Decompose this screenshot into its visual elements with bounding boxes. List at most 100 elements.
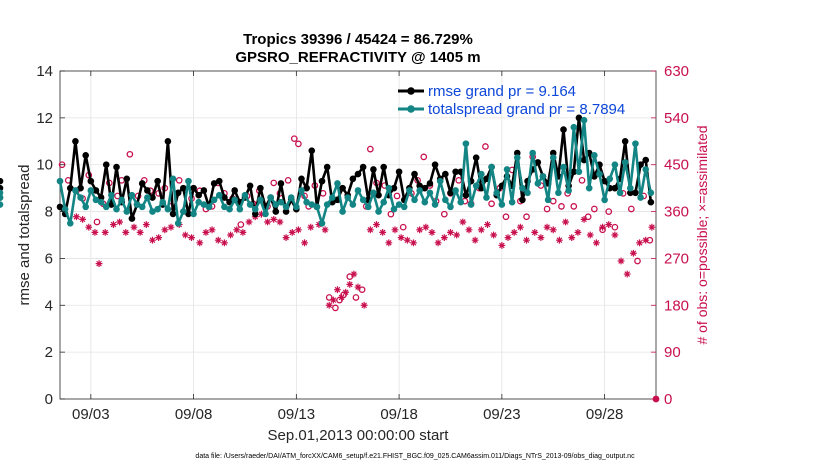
totalspread-point [472,182,480,190]
rmse-point [637,161,644,169]
obs-assimilated-marker [605,221,613,228]
totalspread-point [195,198,203,206]
totalspread-point [144,194,151,201]
y-tick-label: 4 [45,297,53,314]
rmse-point [611,184,619,192]
totalspread-point [478,170,485,178]
totalspread-point [154,205,161,213]
totalspread-point [190,210,197,218]
obs-markers [58,135,660,403]
obs-possible-marker [627,205,635,213]
y2-tick-label: 90 [664,344,681,361]
rmse-point [359,163,367,171]
rmse-point [632,189,639,197]
totalspread-point [164,205,172,213]
totalspread-point [308,201,316,208]
obs-assimilated-marker [623,270,631,278]
obs-assimilated-marker [116,218,123,226]
totalspread-point [0,189,4,197]
obs-possible-marker [611,223,619,231]
rmse-point [560,126,567,133]
totalspread-point [72,187,79,194]
totalspread-point [560,163,567,171]
rmse-point [144,187,151,194]
obs-assimilated-marker [221,239,228,247]
legend-spread-marker [407,105,415,113]
obs-possible-marker [325,294,333,301]
totalspread-point [133,201,141,208]
totalspread-point [128,191,136,199]
totalspread-point [632,140,639,147]
totalspread-point [442,196,449,204]
obs-assimilated-marker [307,223,315,231]
obs-assimilated-marker [504,234,512,242]
rmse-point [210,180,218,187]
footnote: data file: /Users/raeder/DAI/ATM_forcXX/… [195,453,635,460]
rmse-point [442,170,449,178]
rmse-point [513,149,521,157]
totalspread-point [529,149,536,157]
rmse-point [308,147,316,154]
obs-assimilated-marker [642,236,650,244]
totalspread-point [411,196,418,204]
obs-assimilated-marker [453,231,461,239]
rmse-point [421,184,429,192]
rmse-point [447,189,454,197]
rmse-point [77,184,84,192]
totalspread-point [313,203,321,211]
obs-assimilated-marker [523,236,530,244]
totalspread-point [293,203,300,211]
rmse-point [416,182,423,190]
totalspread-point [544,196,552,204]
obs-possible-marker [284,176,292,184]
totalspread-point [575,168,583,176]
obs-assimilated-marker [385,239,393,247]
rmse-point [66,184,74,192]
totalspread-point [375,208,382,215]
y2-tick-label: 450 [664,157,689,174]
totalspread-point [621,159,629,166]
totalspread-point [354,187,362,194]
rmse-point [591,173,598,180]
rmse-point [272,208,280,215]
x-axis-label: Sep.01,2013 00:00:00 start [268,427,450,444]
rmse-point [452,168,459,176]
y-tick-label: 14 [36,63,53,80]
rmse-point [570,168,578,176]
obs-assimilated-marker [617,257,625,265]
obs-assimilated-marker [516,223,524,231]
legend: rmse grand pr = 9.164 totalspread grand … [398,83,625,118]
totalspread-point [92,196,100,204]
obs-assimilated-marker [202,228,210,236]
rmse-point [339,184,346,192]
rmse-point [472,154,480,161]
obs-possible-marker [482,143,489,150]
chart-subtitle: GPSRO_REFRACTIVITY @ 1405 m [235,49,480,66]
totalspread-point [395,201,403,208]
totalspread-point [87,187,95,194]
x-tick-label: 09/03 [72,406,110,423]
totalspread-point [113,205,120,213]
totalspread-point [118,196,125,204]
obs-assimilated-marker [85,223,93,231]
y2-tick-label: 540 [664,110,689,127]
obs-possible-marker [440,210,448,218]
obs-assimilated-marker [498,242,506,249]
rmse-point [195,191,203,199]
obs-assimilated-marker [79,215,87,223]
obs-assimilated-marker [73,213,80,221]
obs-assimilated-marker [428,228,436,236]
obs-assimilated-marker [556,236,563,244]
totalspread-point [231,196,238,204]
obs-assimilated-marker [325,301,333,309]
rmse-point [601,177,608,185]
obs-assimilated-marker [346,281,354,288]
series-lines [0,114,655,227]
totalspread-point [565,187,572,194]
x-tick-label: 09/13 [278,406,316,423]
obs-assimilated-marker [227,231,234,239]
totalspread-point [215,191,223,199]
rmse-point [380,163,387,171]
y-tick-label: 12 [36,110,53,127]
obs-assimilated-marker [422,223,430,231]
